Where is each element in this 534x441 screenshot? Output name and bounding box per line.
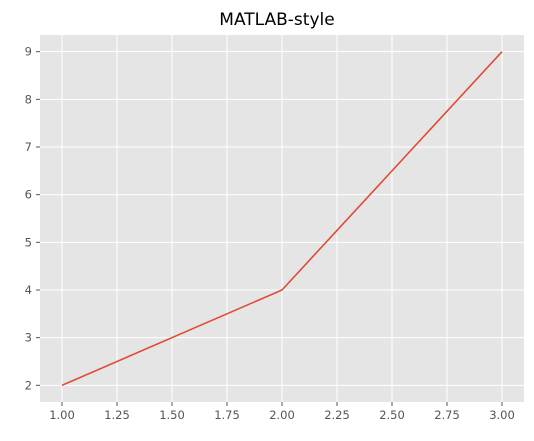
x-tick-label: 2.50 [379,408,405,422]
x-tick-label: 2.00 [269,408,295,422]
x-tick-label: 3.00 [489,408,515,422]
y-tick-label: 6 [25,188,32,202]
y-tick-label: 3 [25,331,32,345]
x-tick-label: 2.25 [324,408,350,422]
x-tick-label: 1.25 [104,408,130,422]
y-tick-label: 4 [25,283,32,297]
x-tick-label: 1.00 [49,408,75,422]
y-tick-label: 7 [25,140,32,154]
y-tick-label: 5 [25,235,32,249]
y-tick-label: 8 [25,92,32,106]
x-tick-label: 2.75 [434,408,460,422]
series-layer [61,51,503,387]
x-axis: 1.00 1.25 1.50 1.75 2.00 2.25 2.50 2.75 3.00 [49,402,515,422]
series-line [61,51,503,387]
y-tick-label: 2 [25,378,32,392]
y-axis: 2 3 4 5 6 7 8 9 [25,45,40,392]
grid [40,35,524,402]
x-tick-label: 1.75 [214,408,240,422]
x-tick-label: 1.50 [159,408,185,422]
y-tick-label: 9 [25,45,32,59]
chart-title: MATLAB-style [219,10,334,30]
